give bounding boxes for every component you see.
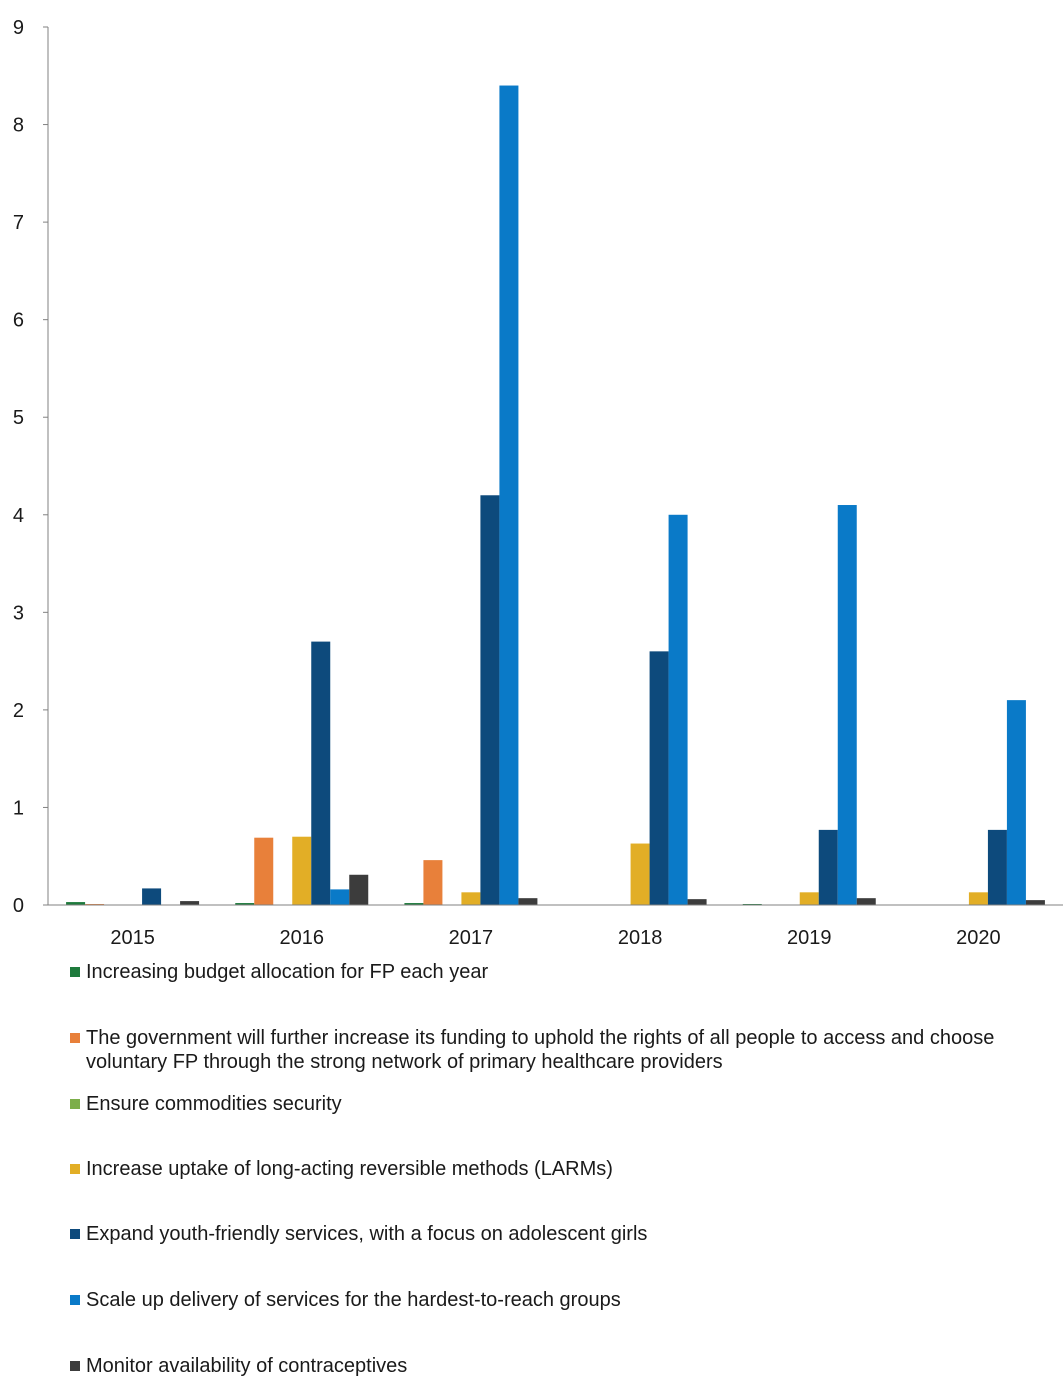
bar-2017-series-1: [404, 903, 424, 905]
legend-label: Increasing budget allocation for FP each…: [86, 961, 489, 983]
x-tick-label: 2020: [956, 927, 1001, 949]
bar-2019-series-6: [837, 505, 857, 905]
y-tick-label: 9: [13, 17, 24, 39]
bar-2016-series-6: [330, 889, 350, 905]
bar-2017-series-7: [518, 898, 538, 905]
x-tick-label: 2019: [787, 927, 832, 949]
bar-2016-series-1: [235, 903, 255, 905]
legend-item: Ensure commodities security: [70, 1092, 1060, 1116]
legend-swatch: [70, 1033, 80, 1043]
bar-2018-series-5: [649, 651, 669, 905]
legend-item: Expand youth-friendly services, with a f…: [70, 1222, 1060, 1246]
bar-2020-series-6: [1006, 700, 1026, 905]
bar-2018-series-4: [630, 843, 650, 905]
legend-item: Increase uptake of long-acting reversibl…: [70, 1157, 1060, 1181]
bar-2019-series-7: [856, 898, 876, 905]
legend-label: Increase uptake of long-acting reversibl…: [86, 1158, 613, 1180]
x-tick-labels: 2015 2016 2017 2018 2019 2020: [110, 927, 1000, 949]
legend-swatch: [70, 967, 80, 977]
legend-swatch: [70, 1361, 80, 1371]
legend-swatch: [70, 1099, 80, 1109]
bar-2015-series-7: [180, 901, 200, 905]
y-tick-label: 4: [13, 505, 24, 527]
bar-2020-series-7: [1025, 900, 1045, 905]
bars-group: [66, 85, 1045, 906]
bar-2017-series-6: [499, 85, 519, 906]
legend-item: Scale up delivery of services for the ha…: [70, 1288, 1060, 1312]
legend-label: Scale up delivery of services for the ha…: [86, 1289, 621, 1311]
bar-2016-series-7: [349, 874, 369, 905]
x-tick-label: 2016: [280, 927, 325, 949]
bar-2019-series-4: [799, 892, 819, 905]
bar-2017-series-2: [423, 860, 443, 905]
legend-label: Monitor availability of contraceptives: [86, 1355, 408, 1377]
legend-swatch: [70, 1295, 80, 1305]
bar-2015-series-5: [142, 888, 162, 905]
bar-2016-series-2: [254, 837, 274, 905]
y-tick-labels: 0 1 2 3 4 5 6 7 8 9: [13, 17, 24, 917]
bar-2020-series-4: [968, 892, 988, 905]
legend-label: Expand youth-friendly services, with a f…: [86, 1223, 648, 1245]
legend-label: Ensure commodities security: [86, 1093, 342, 1115]
y-tick-label: 0: [13, 895, 24, 917]
x-tick-label: 2017: [449, 927, 494, 949]
legend-label: The government will further increase its…: [86, 1027, 995, 1073]
legend-item: Increasing budget allocation for FP each…: [70, 960, 1060, 984]
legend-swatch: [70, 1164, 80, 1174]
x-tick-label: 2015: [110, 927, 155, 949]
y-tick-label: 1: [13, 797, 24, 819]
y-tick-label: 7: [13, 212, 24, 234]
y-tick-label: 8: [13, 115, 24, 137]
bar-2019-series-5: [818, 829, 838, 905]
bar-2018-series-6: [668, 514, 688, 905]
bar-2020-series-5: [987, 829, 1007, 905]
y-tick-label: 5: [13, 407, 24, 429]
y-tick-label: 6: [13, 310, 24, 332]
bar-2017-series-4: [461, 892, 481, 905]
bar-chart: 0 1 2 3 4 5 6 7 8 9 2015 2016 2017 2018 2019 2020: [13, 17, 1063, 949]
bar-2016-series-4: [292, 836, 312, 905]
legend-swatch: [70, 1229, 80, 1239]
y-tick-label: 2: [13, 700, 24, 722]
legend-item: The government will further increase its…: [70, 1026, 1060, 1074]
bar-2016-series-5: [311, 641, 331, 905]
y-tick-label: 3: [13, 602, 24, 624]
bar-2015-series-1: [66, 902, 86, 905]
bar-2018-series-7: [687, 899, 707, 905]
legend-item: Monitor availability of contraceptives: [70, 1354, 1060, 1378]
x-tick-label: 2018: [618, 927, 663, 949]
y-axis-ticks: [43, 26, 48, 906]
bar-2017-series-5: [480, 495, 500, 905]
